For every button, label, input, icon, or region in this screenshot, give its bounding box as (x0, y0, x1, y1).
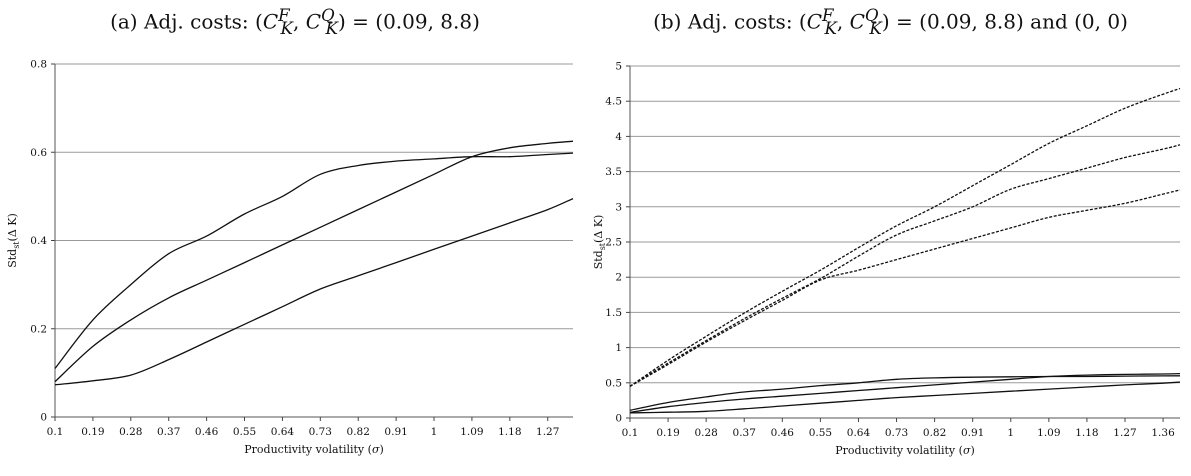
x-tick-label: 0.46 (195, 426, 219, 438)
x-tick-label: 0.64 (271, 426, 295, 438)
y-tick-label: 0.5 (605, 377, 622, 389)
series-line-2 (629, 144, 1181, 387)
chart-title: (b) Adj. costs: (CFK, CQK) = (0.09, 8.8)… (653, 6, 1128, 38)
y-tick-label: 0 (40, 412, 47, 424)
y-tick-label: 0 (615, 413, 622, 425)
x-tick-label: 1.27 (1113, 427, 1136, 439)
y-tick-label: 0.4 (30, 235, 47, 247)
x-tick-label: 0.91 (961, 427, 984, 439)
panel-b: (b) Adj. costs: (CFK, CQK) = (0.09, 8.8)… (590, 0, 1191, 476)
x-tick-label: 0.55 (809, 427, 832, 439)
series-line-5 (629, 372, 1181, 414)
x-tick-label: 0.1 (622, 427, 639, 439)
series-line-1 (54, 152, 574, 369)
x-tick-label: 0.73 (309, 426, 332, 438)
y-tick-label: 0.6 (30, 147, 47, 159)
chart-b: 0 0.5 1 1.5 2 2.5 3 3.5 4 4.5 5 0.1 0.19 0.28 0.37 0.46… (592, 61, 1181, 457)
x-tick-label: 0.46 (771, 427, 795, 439)
x-tick-label: 1.27 (536, 426, 559, 438)
x-tick-label: 1.09 (460, 426, 483, 438)
x-tick-label: 1.18 (1075, 427, 1098, 439)
y-tick-label: 1 (615, 342, 622, 354)
y-axis-label: Stdst(Δ K) (592, 215, 607, 270)
x-tick-label: 0.82 (347, 426, 370, 438)
y-tick-label: 0.8 (30, 59, 47, 71)
y-tick-label: 1.5 (605, 307, 622, 319)
x-tick-label: 0.64 (847, 427, 871, 439)
series-line-4 (629, 375, 1181, 411)
x-tick-label: 0.28 (694, 427, 717, 439)
chart-title: (a) Adj. costs: (CFK, CQK) = (0.09, 8.8) (110, 6, 480, 38)
y-tick-label: 4.5 (605, 96, 622, 108)
x-tick-label: 0.1 (47, 426, 64, 438)
x-tick-label: 0.91 (384, 426, 407, 438)
x-tick-label: 0.19 (81, 426, 104, 438)
y-tick-label: 3.5 (605, 166, 622, 178)
x-tick-label: 0.19 (656, 427, 679, 439)
x-tick-label: 1.36 (1151, 427, 1175, 439)
panel-a: (a) Adj. costs: (CFK, CQK) = (0.09, 8.8)… (0, 0, 590, 476)
y-tick-label: 2.5 (605, 237, 622, 249)
x-tick-label: 0.37 (733, 427, 756, 439)
series-line-3 (54, 198, 574, 386)
x-tick-label: 0.28 (119, 426, 142, 438)
series-line-6 (629, 381, 1181, 414)
x-axis-label: Productivity volatility (σ) (835, 444, 975, 457)
y-tick-label: 0.2 (30, 323, 47, 335)
series-line-1 (629, 87, 1181, 387)
y-axis-label: Stdst(Δ K) (6, 213, 21, 268)
x-tick-label: 0.37 (157, 426, 180, 438)
series-line-2 (54, 140, 574, 383)
x-tick-label: 0.82 (923, 427, 946, 439)
y-tick-label: 2 (615, 272, 622, 284)
y-tick-label: 5 (615, 61, 622, 73)
series-line-3 (629, 189, 1181, 387)
x-axis-label: Productivity volatility (σ) (244, 443, 384, 456)
y-tick-label: 3 (615, 201, 622, 213)
x-tick-label: 1.18 (498, 426, 521, 438)
y-tick-label: 4 (615, 131, 622, 143)
x-tick-label: 0.55 (233, 426, 256, 438)
chart-a: 0 0.2 0.4 0.6 0.8 0.1 0.19 0.28 0.37 0.46 0.55 0.64… (6, 59, 574, 456)
x-tick-label: 1.09 (1037, 427, 1060, 439)
x-tick-label: 1 (1007, 427, 1014, 439)
x-tick-label: 1 (431, 426, 438, 438)
x-tick-label: 0.73 (885, 427, 908, 439)
